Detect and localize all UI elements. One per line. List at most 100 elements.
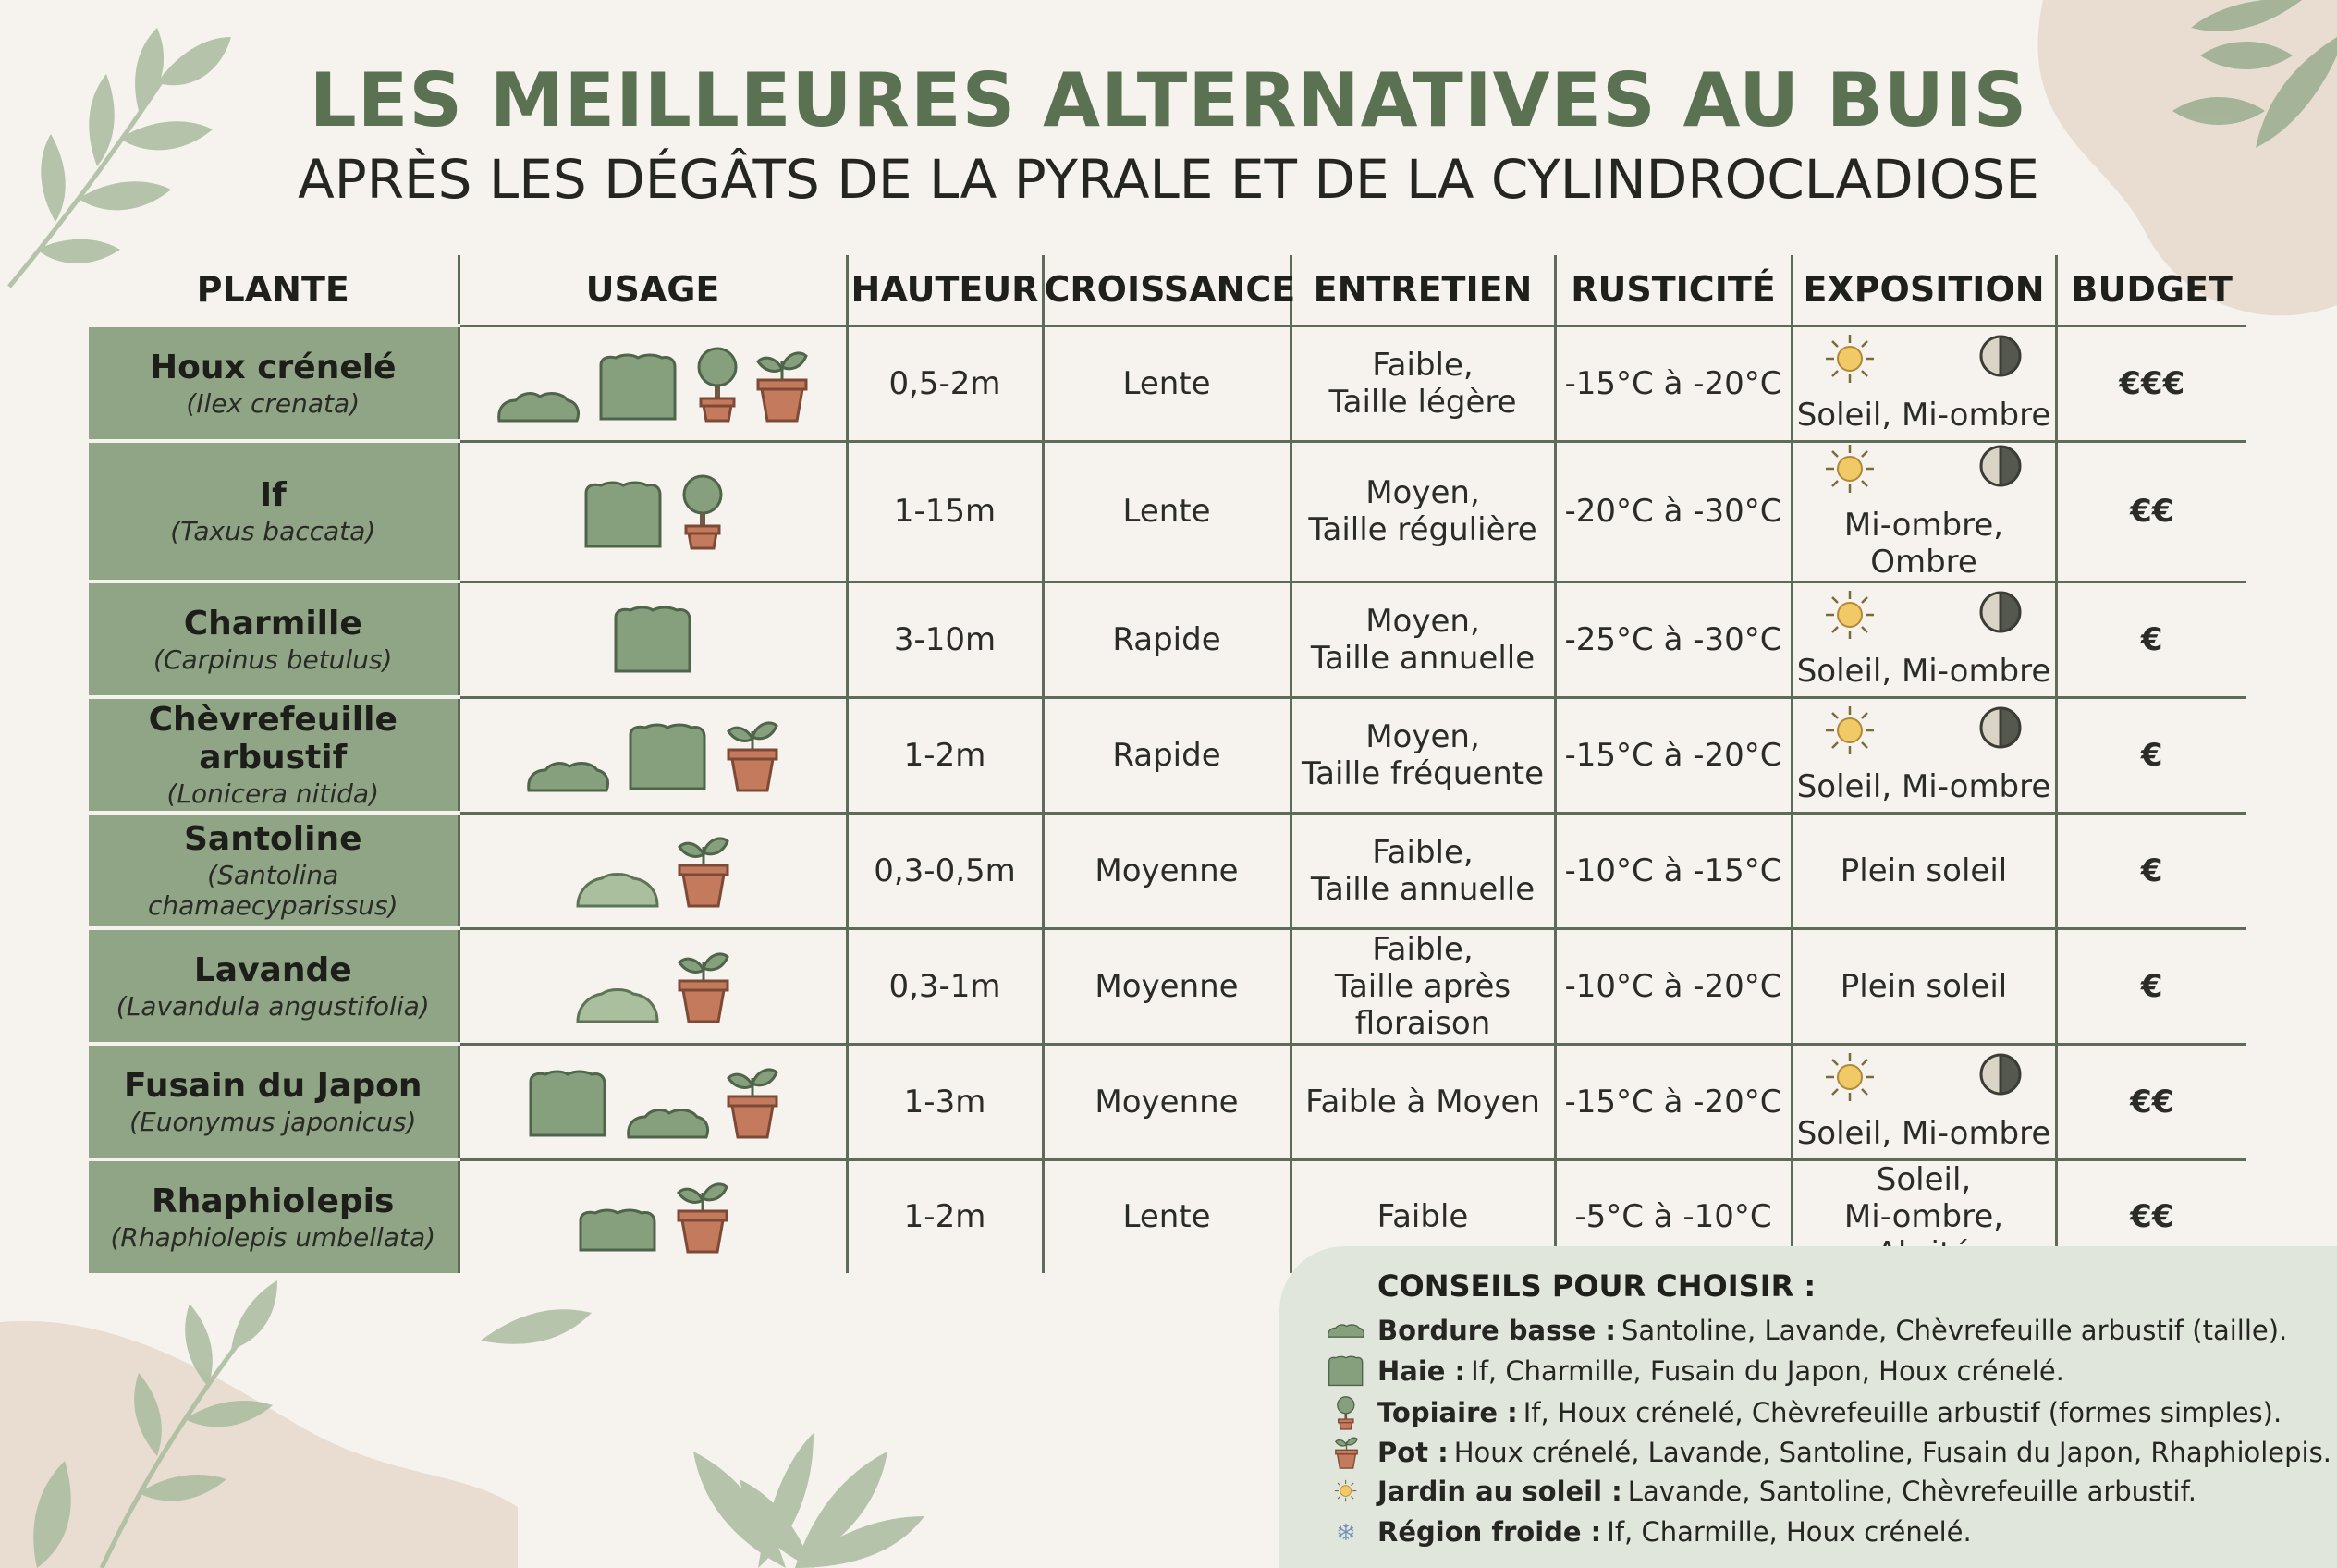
plant-cell: Charmille (Carpinus betulus)	[89, 580, 459, 697]
plant-name: Santoline	[183, 820, 362, 858]
table-row: Lavande (Lavandula angustifolia) 0,3-1m …	[89, 926, 2246, 1044]
plant-latin-name: (Carpinus betulus)	[153, 643, 393, 675]
page-subtitle: APRÈS LES DÉGÂTS DE LA PYRALE ET DE LA C…	[298, 148, 2039, 211]
tip-item: Pot : Houx crénelé, Lavande, Santoline, …	[1322, 1436, 2331, 1469]
maintenance-cell: Faible, Taille annuelle	[1289, 811, 1555, 928]
usage-cell	[457, 580, 847, 697]
hardiness-cell: -15°C à -20°C	[1553, 324, 1792, 441]
growth-cell: Moyenne	[1041, 1042, 1291, 1159]
plant-name: Lavande	[193, 950, 352, 989]
exposure-text: Soleil, Mi-ombre	[1796, 1115, 2051, 1152]
plant-cell: Fusain du Japon (Euonymus japonicus)	[89, 1042, 459, 1159]
height-cell: 1-15m	[845, 439, 1043, 582]
plant-latin-name: (Santolina chamaecyparissus)	[147, 860, 398, 921]
hardiness-cell: -20°C à -30°C	[1553, 439, 1792, 582]
usage-cell	[457, 439, 847, 582]
maintenance-cell: Faible, Taille légère	[1289, 324, 1555, 441]
half-shade-icon	[1977, 333, 2024, 393]
hardiness-cell: -10°C à -20°C	[1553, 926, 1792, 1044]
sun-icon	[1824, 443, 1876, 503]
maintenance-level: Faible,	[1372, 346, 1474, 384]
maintenance-detail: Taille annuelle	[1310, 870, 1536, 908]
table-row: Chèvrefeuille arbustif (Lonicera nitida)…	[89, 695, 2246, 813]
sun-icon	[1824, 704, 1876, 765]
header-entretien: ENTRETIEN	[1289, 255, 1555, 325]
pot-icon	[747, 350, 817, 423]
maintenance-cell: Moyen, Taille régulière	[1289, 439, 1555, 582]
budget-cell: €	[2054, 926, 2246, 1044]
half-shade-icon	[1977, 704, 2024, 765]
pot-icon	[1322, 1436, 1370, 1469]
tip-item: Topiaire : If, Houx crénelé, Chèvrefeuil…	[1322, 1395, 2282, 1430]
plant-name: Houx crénelé	[149, 348, 397, 386]
plant-latin-name: (Lavandula angustifolia)	[116, 990, 430, 1022]
plant-name: Chèvrefeuille arbustif	[148, 701, 398, 777]
topiary-icon	[688, 347, 747, 423]
maintenance-level: Faible	[1377, 1198, 1469, 1236]
exposure-cell: Soleil, Mi-ombre	[1790, 695, 2056, 813]
pot-icon	[717, 1067, 788, 1139]
decor-bottom-left-leaves	[0, 1280, 924, 1568]
exposure-cell: Soleil, Mi-ombre	[1790, 1042, 2056, 1159]
half-shade-icon	[1977, 1051, 2024, 1111]
hardiness-cell: -15°C à -20°C	[1553, 1042, 1792, 1159]
topiary-icon	[673, 474, 732, 550]
plant-cell: If (Taxus baccata)	[89, 439, 459, 582]
exposure-cell: Mi-ombre, Ombre	[1790, 439, 2056, 582]
sun-icon	[1322, 1479, 1370, 1502]
tip-item: Région froide : If, Charmille, Houx crén…	[1322, 1516, 1972, 1548]
sun-icon	[1824, 1051, 1876, 1111]
tip-label: Pot :	[1377, 1436, 1449, 1468]
plant-cell: Lavande (Lavandula angustifolia)	[89, 926, 459, 1044]
header-budget: BUDGET	[2054, 255, 2246, 325]
usage-cell	[457, 811, 847, 928]
mound-icon	[567, 986, 668, 1023]
mound-icon	[567, 871, 668, 908]
budget-cell: €	[2054, 811, 2246, 928]
exposure-text: Mi-ombre, Ombre	[1843, 506, 2004, 581]
decor-top-left-leaves	[7, 28, 231, 288]
exposure-text: Soleil, Mi-ombre	[1796, 653, 2051, 690]
height-cell: 1-2m	[845, 1158, 1043, 1273]
hedge-icon	[603, 606, 703, 675]
tip-text: Lavande, Santoline, Chèvrefeuille arbust…	[1627, 1476, 2196, 1507]
usage-cell	[457, 926, 847, 1044]
tip-text: If, Charmille, Houx crénelé.	[1607, 1515, 1972, 1548]
height-cell: 0,3-0,5m	[845, 811, 1043, 928]
plant-latin-name: (Euonymus japonicus)	[129, 1106, 417, 1137]
low-border-icon	[1322, 1322, 1370, 1339]
exposure-text: Soleil, Mi-ombre	[1796, 768, 2051, 805]
maintenance-detail: Taille légère	[1328, 383, 1517, 421]
low-border-icon	[488, 386, 588, 423]
exposure-text: Plein soleil	[1840, 851, 2008, 889]
tip-text: If, Charmille, Fusain du Japon, Houx cré…	[1471, 1354, 2064, 1387]
plant-name: If	[259, 476, 287, 514]
growth-cell: Rapide	[1041, 695, 1291, 813]
header-croissance: CROISSANCE	[1041, 255, 1295, 325]
maintenance-cell: Faible, Taille après floraison	[1289, 926, 1555, 1044]
tip-label: Bordure basse :	[1377, 1315, 1617, 1346]
plant-cell: Rhaphiolepis (Rhaphiolepis umbellata)	[89, 1158, 459, 1273]
budget-cell: €€	[2054, 1042, 2246, 1159]
half-shade-icon	[1977, 589, 2024, 649]
hedge-icon	[618, 723, 717, 792]
sun-icon	[1824, 589, 1876, 649]
maintenance-level: Faible,	[1372, 930, 1474, 968]
growth-cell: Moyenne	[1041, 926, 1291, 1044]
height-cell: 0,3-1m	[845, 926, 1043, 1044]
height-cell: 0,5-2m	[845, 324, 1043, 441]
plant-latin-name: (Taxus baccata)	[170, 516, 376, 546]
maintenance-detail: Taille fréquente	[1301, 754, 1544, 792]
table-row: Fusain du Japon (Euonymus japonicus) 1-3…	[89, 1042, 2246, 1159]
growth-cell: Lente	[1041, 1158, 1291, 1273]
exposure-cell: Soleil, Mi-ombre	[1790, 324, 2056, 441]
tip-item: Haie : If, Charmille, Fusain du Japon, H…	[1322, 1355, 2064, 1387]
table-row: Santoline (Santolina chamaecyparissus) 0…	[89, 811, 2246, 928]
plant-name: Fusain du Japon	[124, 1066, 422, 1105]
table-header-row: PLANTE USAGE HAUTEUR CROISSANCE ENTRETIE…	[89, 255, 2246, 325]
growth-cell: Lente	[1041, 324, 1291, 441]
table-row: Houx crénelé (Ilex crenata) 0,5-2m Lente…	[89, 324, 2246, 441]
height-cell: 1-2m	[845, 695, 1043, 813]
table-row: Rhaphiolepis (Rhaphiolepis umbellata) 1-…	[89, 1158, 2246, 1273]
hardiness-cell: -15°C à -20°C	[1553, 695, 1792, 813]
